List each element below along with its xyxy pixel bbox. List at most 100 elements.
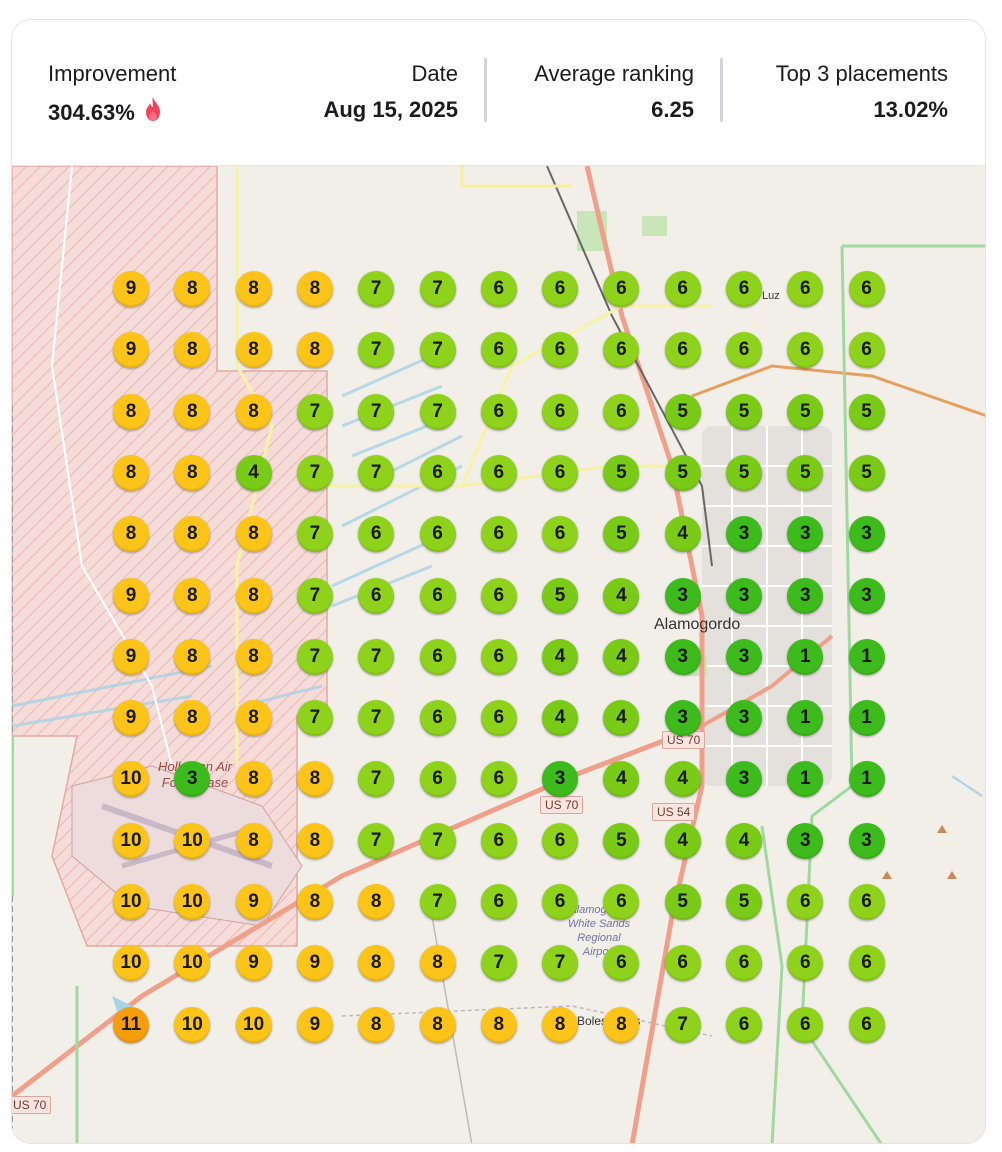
rank-pin[interactable]: 7 (296, 577, 333, 614)
rank-pin[interactable]: 6 (358, 516, 395, 553)
rank-pin[interactable]: 8 (174, 516, 211, 553)
rank-pin[interactable]: 6 (787, 271, 824, 307)
rank-pin[interactable]: 8 (358, 884, 395, 920)
rank-pin[interactable]: 9 (235, 884, 272, 920)
rank-pin[interactable]: 3 (726, 577, 762, 614)
rank-pin[interactable]: 7 (358, 761, 395, 798)
rank-pin[interactable]: 5 (787, 454, 824, 491)
rank-pin[interactable]: 8 (174, 454, 211, 491)
rank-pin[interactable]: 6 (664, 332, 701, 369)
rank-pin[interactable]: 6 (542, 454, 579, 491)
rank-pin[interactable]: 3 (664, 700, 701, 737)
rank-pin[interactable]: 3 (787, 577, 824, 614)
rank-pin[interactable]: 6 (603, 393, 640, 430)
rank-pin[interactable]: 8 (174, 638, 211, 675)
rank-pin[interactable]: 8 (235, 577, 272, 614)
rank-pin[interactable]: 6 (419, 761, 456, 798)
rank-pin[interactable]: 10 (113, 822, 149, 859)
rank-pin[interactable]: 6 (848, 945, 885, 982)
rank-pin[interactable]: 6 (848, 271, 885, 307)
rank-pin[interactable]: 6 (542, 884, 579, 920)
rank-pin[interactable]: 6 (787, 945, 824, 982)
rank-pin[interactable]: 6 (480, 454, 517, 491)
rank-pin[interactable]: 4 (542, 700, 579, 737)
rank-pin[interactable]: 6 (480, 884, 517, 920)
rank-pin[interactable]: 9 (235, 945, 272, 982)
rank-pin[interactable]: 9 (113, 638, 149, 675)
rank-pin[interactable]: 1 (848, 761, 885, 798)
rank-pin[interactable]: 9 (113, 332, 149, 369)
rank-pin[interactable]: 8 (419, 1006, 456, 1043)
rank-pin[interactable]: 6 (419, 700, 456, 737)
rank-pin[interactable]: 5 (726, 454, 762, 491)
rank-pin[interactable]: 8 (235, 516, 272, 553)
rank-pin[interactable]: 6 (419, 577, 456, 614)
rank-pin[interactable]: 8 (296, 332, 333, 369)
rank-pin[interactable]: 6 (603, 271, 640, 307)
rank-pin[interactable]: 3 (848, 822, 885, 859)
rank-pin[interactable]: 5 (848, 393, 885, 430)
rank-pin[interactable]: 3 (726, 516, 762, 553)
rank-pin[interactable]: 5 (664, 884, 701, 920)
rank-pin[interactable]: 7 (296, 638, 333, 675)
rank-pin[interactable]: 7 (358, 822, 395, 859)
rank-pin[interactable]: 7 (480, 945, 517, 982)
rank-pin[interactable]: 6 (480, 577, 517, 614)
rank-pin[interactable]: 6 (419, 454, 456, 491)
rank-pin[interactable]: 8 (113, 393, 149, 430)
rank-pin[interactable]: 10 (113, 945, 149, 982)
rank-pin[interactable]: 8 (480, 1006, 517, 1043)
rank-pin[interactable]: 8 (235, 271, 272, 307)
rank-pin[interactable]: 6 (358, 577, 395, 614)
rank-pin[interactable]: 3 (542, 761, 579, 798)
rank-pin[interactable]: 9 (113, 700, 149, 737)
rank-pin[interactable]: 5 (542, 577, 579, 614)
rank-pin[interactable]: 10 (174, 945, 211, 982)
rank-pin[interactable]: 8 (235, 761, 272, 798)
rank-pin[interactable]: 9 (113, 271, 149, 307)
rank-pin[interactable]: 9 (113, 577, 149, 614)
rank-pin[interactable]: 9 (296, 1006, 333, 1043)
rank-pin[interactable]: 6 (603, 945, 640, 982)
rank-pin[interactable]: 4 (664, 516, 701, 553)
map-view[interactable]: Alamogordo Luz Holloman Air Force Base A… (12, 166, 985, 1143)
rank-pin[interactable]: 4 (235, 454, 272, 491)
rank-pin[interactable]: 10 (174, 1006, 211, 1043)
rank-pin[interactable]: 10 (174, 822, 211, 859)
rank-pin[interactable]: 8 (296, 884, 333, 920)
rank-pin[interactable]: 4 (603, 638, 640, 675)
rank-pin[interactable]: 10 (113, 884, 149, 920)
rank-pin[interactable]: 7 (296, 700, 333, 737)
rank-pin[interactable]: 9 (296, 945, 333, 982)
rank-pin[interactable]: 6 (664, 271, 701, 307)
rank-pin[interactable]: 3 (848, 516, 885, 553)
rank-pin[interactable]: 5 (664, 393, 701, 430)
rank-pin[interactable]: 6 (848, 332, 885, 369)
rank-pin[interactable]: 6 (542, 822, 579, 859)
rank-pin[interactable]: 8 (235, 700, 272, 737)
rank-pin[interactable]: 6 (480, 332, 517, 369)
rank-pin[interactable]: 6 (480, 516, 517, 553)
rank-pin[interactable]: 6 (542, 393, 579, 430)
rank-pin[interactable]: 3 (787, 822, 824, 859)
rank-pin[interactable]: 4 (603, 577, 640, 614)
rank-pin[interactable]: 7 (358, 271, 395, 307)
rank-pin[interactable]: 5 (603, 822, 640, 859)
rank-pin[interactable]: 5 (664, 454, 701, 491)
rank-pin[interactable]: 8 (235, 638, 272, 675)
rank-pin[interactable]: 6 (542, 516, 579, 553)
rank-pin[interactable]: 7 (419, 332, 456, 369)
rank-pin[interactable]: 4 (726, 822, 762, 859)
rank-pin[interactable]: 5 (603, 454, 640, 491)
rank-pin[interactable]: 7 (358, 638, 395, 675)
rank-pin[interactable]: 7 (358, 332, 395, 369)
rank-pin[interactable]: 6 (480, 761, 517, 798)
rank-pin[interactable]: 6 (603, 332, 640, 369)
rank-pin[interactable]: 6 (480, 822, 517, 859)
rank-pin[interactable]: 6 (726, 1006, 762, 1043)
rank-pin[interactable]: 8 (235, 822, 272, 859)
rank-pin[interactable]: 8 (174, 332, 211, 369)
rank-pin[interactable]: 8 (296, 271, 333, 307)
rank-pin[interactable]: 6 (787, 1006, 824, 1043)
rank-pin[interactable]: 8 (358, 1006, 395, 1043)
